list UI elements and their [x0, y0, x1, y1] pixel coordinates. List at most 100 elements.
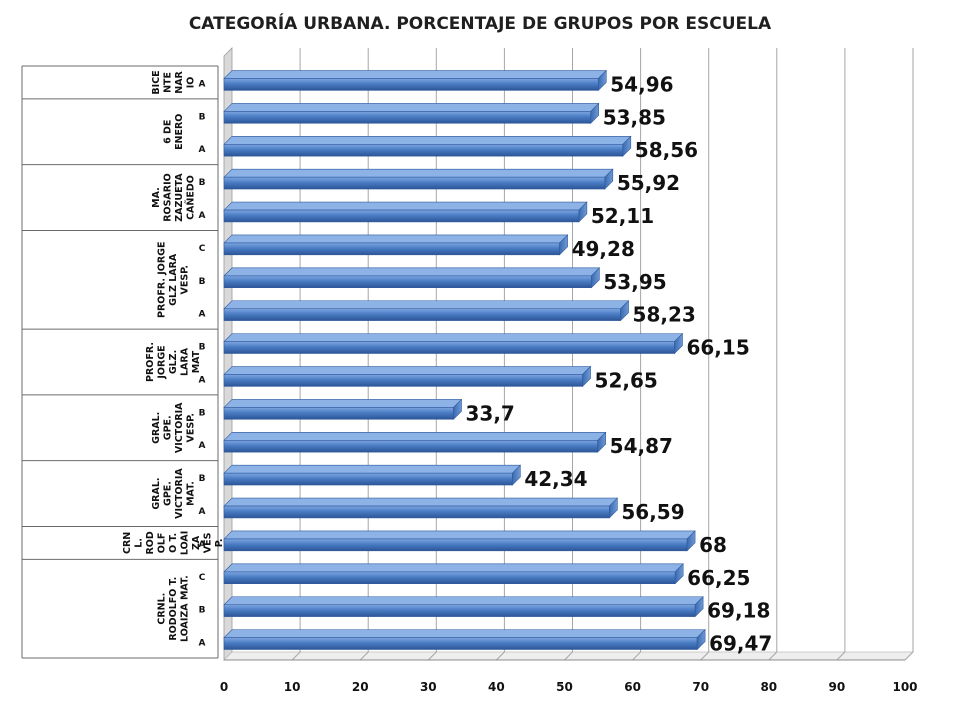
group-label-line: MAT.: [185, 481, 196, 506]
bar-top: [223, 267, 601, 277]
bar: [223, 374, 583, 387]
category-label: B: [199, 178, 206, 188]
chart-title: CATEGORÍA URBANA. PORCENTAJE DE GRUPOS P…: [188, 14, 772, 34]
gridline-floor: [564, 651, 573, 661]
bar: [223, 209, 580, 223]
x-tick-label: 50: [556, 680, 573, 694]
group-label-line: VESP.: [185, 413, 196, 443]
bar-top: [223, 234, 569, 244]
bar: [223, 111, 592, 124]
bar-top: [223, 629, 706, 638]
category-label: B: [199, 474, 206, 484]
group-label-line: PROFR.: [145, 342, 156, 382]
group-label: PROFR. JORGEGLZ LARAVESP.: [157, 242, 191, 318]
bar-end: [582, 365, 591, 388]
group-label-line: O T.: [168, 533, 179, 553]
group-label: CRNL.RODOLFO T.LOAIZAVESP.: [122, 531, 225, 555]
data-label: 69,47: [709, 632, 772, 656]
group-label-line: L.: [134, 538, 145, 548]
category-label: A: [199, 639, 206, 649]
group-label-line: GLZ LARA: [168, 253, 179, 306]
group-label-line: ZA: [191, 535, 202, 550]
group-label-line: 6 DE: [162, 120, 173, 144]
gridline-floor: [496, 651, 505, 661]
category-label: B: [199, 277, 206, 287]
group-label-line: LOAIZA MAT.: [180, 575, 191, 642]
group-label-line: ZAZUETA: [174, 173, 185, 222]
gridline-floor: [291, 651, 301, 661]
group-label-line: GPE.: [162, 415, 173, 440]
bar-end: [512, 464, 521, 486]
group-label-line: VES: [203, 532, 214, 553]
gridline-floor: [768, 651, 778, 661]
bar-top: [223, 563, 684, 573]
x-tick-label: 10: [284, 680, 301, 694]
category-label: A: [199, 79, 206, 89]
group-label: CRNL.RODOLFO T.LOAIZA MAT.: [157, 575, 191, 642]
data-label: 55,92: [617, 171, 680, 195]
group-label-line: BICE: [151, 70, 162, 94]
bar: [223, 604, 696, 617]
group-label-line: CRN: [122, 532, 133, 554]
group-label-line: LARA: [180, 347, 191, 376]
data-label: 58,56: [635, 138, 698, 162]
bar: [223, 242, 560, 256]
group-label-line: JORGE: [157, 345, 168, 379]
x-tick-label: 30: [420, 680, 437, 694]
bar-top: [223, 201, 588, 211]
bar-top: [223, 136, 632, 145]
group-label-line: P.: [214, 538, 225, 547]
bar-end: [559, 234, 568, 256]
category-label: A: [199, 441, 206, 451]
bar: [223, 637, 698, 650]
group-label: PROFR.JORGEGLZ.LARAMAT: [145, 342, 202, 382]
category-label: B: [199, 408, 206, 418]
bar-top: [223, 103, 600, 112]
x-tick-label: 20: [352, 680, 369, 694]
data-label: 56,59: [621, 500, 684, 524]
group-label: MA.ROSARIOZAZUETACAÑEDO: [151, 173, 197, 222]
group-label: GRAL.GPE.VICTORIAVESP.: [151, 402, 197, 453]
group-label-line: GPE.: [162, 481, 173, 506]
data-label: 68: [699, 533, 727, 557]
group-label-line: IO: [185, 77, 196, 89]
bar-top: [223, 596, 704, 606]
bar-end: [696, 628, 706, 651]
data-label: 49,28: [572, 237, 635, 261]
bar: [223, 440, 598, 453]
bar: [223, 144, 624, 157]
category-label: A: [199, 540, 206, 550]
x-tick-label: 70: [692, 680, 709, 694]
bar: [223, 407, 454, 420]
gridline-floor: [632, 651, 641, 661]
category-label: B: [199, 112, 206, 122]
bar-end: [604, 168, 614, 190]
group-label-line: GRAL.: [151, 477, 162, 509]
bar-end: [590, 102, 600, 124]
x-tick-label: 60: [624, 680, 641, 694]
bar-end: [622, 135, 632, 157]
bar-end: [591, 267, 600, 289]
bar: [223, 505, 610, 519]
data-label: 53,95: [603, 270, 666, 294]
data-label: 66,15: [686, 336, 749, 360]
group-label-line: RODOLFO T.: [168, 577, 179, 641]
x-tick-label: 80: [760, 680, 777, 694]
bar-top: [223, 333, 684, 342]
bar: [223, 308, 621, 321]
data-label: 42,34: [524, 467, 587, 491]
gridline-floor: [700, 651, 710, 661]
data-label: 54,87: [610, 434, 673, 458]
bar-top: [223, 366, 592, 375]
bar-end: [674, 563, 684, 585]
data-label: 52,11: [591, 204, 654, 228]
category-label: C: [199, 244, 206, 254]
group-label-line: NTE: [162, 72, 173, 93]
group-label-line: VICTORIA: [174, 468, 185, 519]
data-label: 69,18: [707, 599, 770, 623]
x-tick-label: 90: [829, 680, 846, 694]
group-label-line: LOAI: [180, 531, 191, 555]
category-label: B: [199, 343, 206, 353]
bar: [223, 472, 513, 486]
bar-top: [223, 399, 463, 408]
